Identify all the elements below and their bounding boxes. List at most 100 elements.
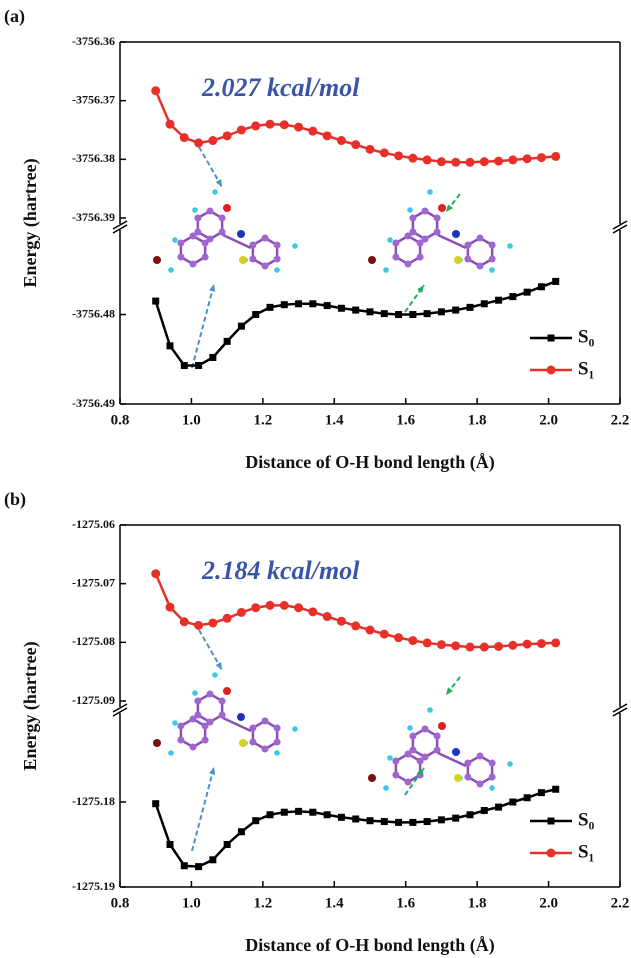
point bbox=[351, 140, 360, 149]
molecule-atom bbox=[409, 229, 416, 236]
point bbox=[480, 643, 489, 652]
point bbox=[251, 121, 260, 130]
molecule-atom bbox=[409, 215, 416, 222]
point bbox=[352, 307, 359, 314]
molecule-atom bbox=[262, 235, 269, 242]
molecule-atom bbox=[190, 261, 197, 268]
point bbox=[466, 643, 475, 652]
molecule-atom bbox=[190, 744, 197, 751]
point bbox=[537, 153, 546, 162]
panel-label: (a) bbox=[4, 6, 25, 27]
point bbox=[423, 155, 432, 164]
x-tick-label: 1.2 bbox=[253, 412, 272, 428]
molecule-atom bbox=[207, 691, 214, 698]
point bbox=[266, 601, 275, 610]
molecule-atom bbox=[392, 240, 399, 247]
series-line bbox=[156, 789, 556, 866]
point bbox=[438, 308, 445, 315]
point bbox=[451, 158, 460, 167]
point bbox=[324, 302, 331, 309]
point bbox=[367, 817, 374, 824]
arrow-head bbox=[216, 179, 222, 187]
y-tick-label: -1275.08 bbox=[72, 634, 115, 648]
molecule-atom bbox=[405, 779, 412, 786]
point bbox=[223, 614, 232, 623]
molecule-atom bbox=[387, 755, 393, 761]
legend-label: S₁ bbox=[578, 358, 594, 379]
molecule-atom bbox=[434, 733, 441, 740]
point bbox=[338, 305, 345, 312]
point bbox=[381, 310, 388, 317]
molecule-atom bbox=[239, 256, 247, 264]
point bbox=[409, 819, 416, 826]
molecule-atom bbox=[438, 722, 446, 730]
point bbox=[223, 131, 232, 140]
arrow-head bbox=[446, 204, 453, 212]
point bbox=[280, 601, 289, 610]
point bbox=[180, 133, 189, 142]
molecule-bond bbox=[223, 235, 251, 248]
molecule-atom bbox=[464, 774, 471, 781]
molecule-atom bbox=[177, 240, 184, 247]
point bbox=[380, 148, 389, 157]
arrow-head bbox=[209, 767, 215, 775]
point bbox=[424, 818, 431, 825]
molecule-atom bbox=[262, 718, 269, 725]
point bbox=[267, 304, 274, 311]
molecule-atom bbox=[422, 236, 429, 243]
point bbox=[267, 811, 274, 818]
point bbox=[538, 789, 545, 796]
molecule-atom bbox=[409, 747, 416, 754]
x-tick-label: 1.6 bbox=[396, 895, 415, 911]
point bbox=[395, 819, 402, 826]
molecule-atom bbox=[177, 254, 184, 261]
molecule-bond bbox=[396, 236, 420, 264]
molecule-atom bbox=[249, 739, 256, 746]
molecule-bond bbox=[198, 694, 222, 722]
x-tick-label: 2.0 bbox=[539, 412, 558, 428]
molecule-atom bbox=[168, 750, 174, 756]
molecule-atom bbox=[192, 690, 198, 696]
point bbox=[467, 304, 474, 311]
point bbox=[366, 626, 375, 635]
molecule-atom bbox=[194, 215, 201, 222]
point bbox=[294, 123, 303, 132]
molecule-atom bbox=[274, 256, 281, 263]
molecule-atom bbox=[249, 256, 256, 263]
molecule-atom bbox=[477, 263, 484, 270]
molecule-atom bbox=[422, 754, 429, 761]
molecule-atom bbox=[405, 261, 412, 268]
x-tick-label: 0.8 bbox=[111, 895, 130, 911]
legend-label: S₀ bbox=[578, 809, 595, 830]
point bbox=[167, 841, 174, 848]
point bbox=[266, 120, 275, 129]
molecule-atom bbox=[262, 263, 269, 270]
point bbox=[537, 639, 546, 648]
point bbox=[238, 828, 245, 835]
point bbox=[281, 809, 288, 816]
molecule-atom bbox=[172, 237, 178, 243]
point bbox=[224, 841, 231, 848]
y-tick-label: -3756.36 bbox=[72, 34, 115, 48]
point bbox=[467, 811, 474, 818]
molecule-bond bbox=[198, 211, 222, 239]
series-line bbox=[156, 281, 556, 365]
molecule-atom bbox=[489, 256, 496, 263]
x-tick-label: 2.2 bbox=[611, 412, 630, 428]
molecule-atom bbox=[177, 723, 184, 730]
molecule-bond bbox=[223, 718, 251, 731]
molecule-atom bbox=[489, 267, 495, 273]
molecule-atom bbox=[422, 726, 429, 733]
x-tick-label: 1.0 bbox=[182, 895, 201, 911]
molecule-atom bbox=[383, 785, 389, 791]
point bbox=[280, 120, 289, 129]
point bbox=[424, 310, 431, 317]
point bbox=[309, 300, 316, 307]
point bbox=[308, 607, 317, 616]
point bbox=[180, 617, 189, 626]
molecule-atom bbox=[223, 687, 231, 695]
point bbox=[323, 612, 332, 621]
molecule-atom bbox=[223, 204, 231, 212]
point bbox=[252, 817, 259, 824]
molecule-atom bbox=[194, 229, 201, 236]
